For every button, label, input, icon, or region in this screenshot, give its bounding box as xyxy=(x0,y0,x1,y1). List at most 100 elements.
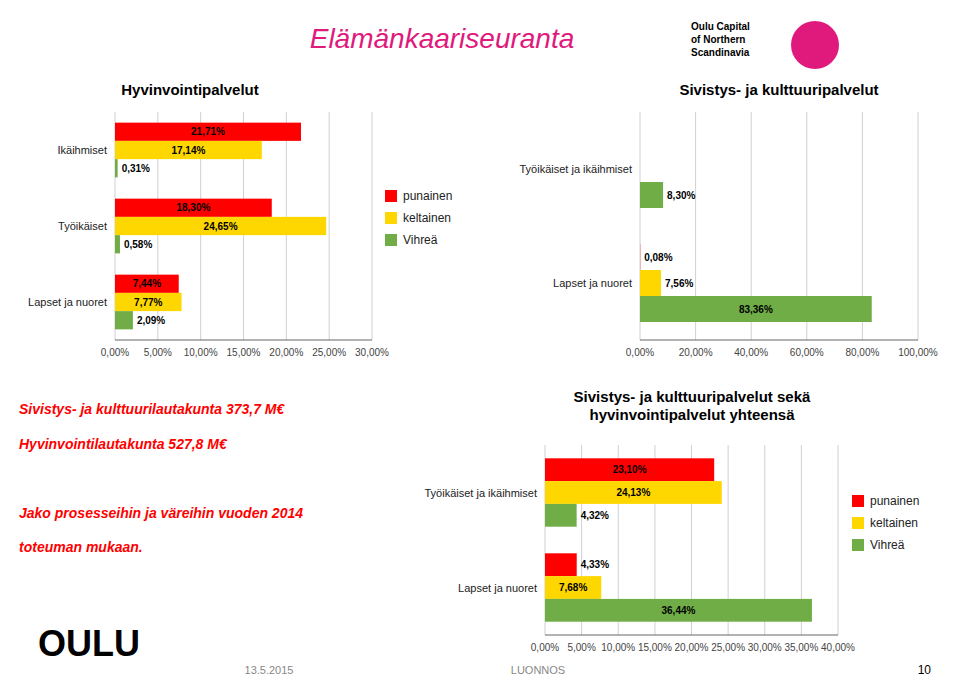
data-label: 0,08% xyxy=(644,252,672,263)
data-label: 4,33% xyxy=(581,559,609,570)
annotation: 13.5.2015 xyxy=(245,664,294,676)
x-axis-line xyxy=(640,340,918,341)
data-label: 0,31% xyxy=(122,163,150,174)
bar xyxy=(545,553,577,576)
category-label: Lapset ja nuoret xyxy=(28,296,107,308)
tick-label: 10,00% xyxy=(184,347,218,358)
data-label: 24,65% xyxy=(204,221,238,232)
annotation: 10 xyxy=(918,663,932,677)
bar xyxy=(115,275,179,293)
bar xyxy=(115,159,118,177)
tick-label: 40,00% xyxy=(734,347,768,358)
annotation: toteuman mukaan. xyxy=(19,539,143,555)
data-label: 21,71% xyxy=(191,126,225,137)
data-label: 23,10% xyxy=(613,464,647,475)
tick-label: 100,00% xyxy=(898,347,938,358)
chart-title: Sivistys- ja kulttuuripalvelut xyxy=(679,81,878,98)
tick-label: 25,00% xyxy=(711,642,745,653)
tick-label: 5,00% xyxy=(144,347,172,358)
legend-swatch xyxy=(852,539,864,551)
chart: Sivistys- ja kulttuuripalvelut 0,00% 20,00… xyxy=(520,81,938,358)
legend-swatch xyxy=(385,234,397,246)
bar xyxy=(545,481,722,504)
category-label: Lapset ja nuoret xyxy=(458,582,537,594)
category-label: Työikäiset xyxy=(58,220,107,232)
bar xyxy=(640,156,641,182)
data-label: 7,68% xyxy=(559,582,587,593)
grid-line xyxy=(918,112,919,340)
category-label: Työikäiset ja ikäihmiset xyxy=(520,163,633,175)
category-label: Ikäihmiset xyxy=(57,144,107,156)
data-label: 4,32% xyxy=(581,510,609,521)
bar xyxy=(545,576,601,599)
annotation: Hyvinvointilautakunta 527,8 M€ xyxy=(19,436,228,452)
data-label: 0,58% xyxy=(124,239,152,250)
bar xyxy=(640,296,872,322)
bars xyxy=(640,182,872,322)
bar xyxy=(115,123,301,141)
chart-title: Hyvinvointipalvelut xyxy=(121,81,259,98)
legend-swatch xyxy=(852,495,864,507)
page: Elämänkaariseuranta Oulu Capital of Northe… xyxy=(0,0,960,690)
data-labels: 23,10%24,13%4,32%4,33%7,68%36,44% xyxy=(559,464,696,616)
x-axis-line xyxy=(545,635,838,636)
bar xyxy=(545,504,577,527)
bar xyxy=(115,199,272,217)
legend: punainenkeltainenVihreä xyxy=(385,189,452,247)
bars xyxy=(115,123,326,330)
tick-label: 25,00% xyxy=(312,347,346,358)
annotation: Sivistys- ja kulttuurilautakunta 373,7 M… xyxy=(19,401,286,417)
bar xyxy=(115,141,262,159)
data-labels: 8,30%0,08%7,56%83,36% xyxy=(644,190,773,315)
annotation: Oulu Capitalof NorthernScandinavia xyxy=(691,21,750,58)
category-label: Työikäiset ja ikäihmiset xyxy=(425,487,538,499)
annotation: OULU xyxy=(38,623,140,664)
bars xyxy=(545,458,812,621)
tick-label: 30,00% xyxy=(355,347,389,358)
legend: punainen keltainen Vihreä xyxy=(852,494,919,552)
text-line: Oulu Capital xyxy=(691,21,750,32)
chart: Sivistys- ja kulttuuripalvelut sekähyvin… xyxy=(425,388,920,653)
tick-label: 5,00% xyxy=(567,642,595,653)
grid-line xyxy=(372,112,373,340)
grid-line xyxy=(329,112,330,340)
tick-label: 0,00% xyxy=(626,347,654,358)
tick-label: 20,00% xyxy=(679,347,713,358)
data-label: 17,14% xyxy=(171,145,205,156)
background xyxy=(0,0,960,690)
bar xyxy=(640,130,641,156)
x-axis-line xyxy=(115,340,372,341)
data-label: 8,30% xyxy=(667,190,695,201)
tick-label: 15,00% xyxy=(638,642,672,653)
bar xyxy=(115,293,182,311)
data-label: 7,77% xyxy=(134,297,162,308)
chart-title: Sivistys- ja kulttuuripalvelut sekähyvin… xyxy=(574,388,811,423)
legend-label: keltainen xyxy=(870,516,918,530)
bar xyxy=(115,235,120,253)
category-label: Lapset ja nuoret xyxy=(553,277,632,289)
data-label: 7,56% xyxy=(665,278,693,289)
bar xyxy=(640,270,661,296)
legend-label: punainen xyxy=(870,494,919,508)
tick-label: 20,00% xyxy=(269,347,303,358)
legend-swatch xyxy=(385,212,397,224)
tick-label: 60,00% xyxy=(790,347,824,358)
annotation: Jako prosesseihin ja väreihin vuoden 201… xyxy=(19,505,303,521)
text-line: Sivistys- ja kulttuuripalvelut sekä xyxy=(574,388,811,405)
legend-label: Vihreä xyxy=(403,233,438,247)
bar xyxy=(545,458,714,481)
data-label: 7,44% xyxy=(133,278,161,289)
bar xyxy=(115,217,326,235)
bar xyxy=(640,244,641,270)
tick-label: 80,00% xyxy=(845,347,879,358)
legend-swatch xyxy=(852,517,864,529)
main-title: Elämänkaariseuranta xyxy=(310,23,575,54)
bar xyxy=(545,599,812,622)
text-line: hyvinvointipalvelut yhteensä xyxy=(589,406,795,423)
tick-label: 40,00% xyxy=(821,642,855,653)
bar xyxy=(640,182,663,208)
text-line: of Northern xyxy=(691,34,745,45)
tick-label: 35,00% xyxy=(784,642,818,653)
data-label: 2,09% xyxy=(137,315,165,326)
legend-label: Vihreä xyxy=(870,538,905,552)
